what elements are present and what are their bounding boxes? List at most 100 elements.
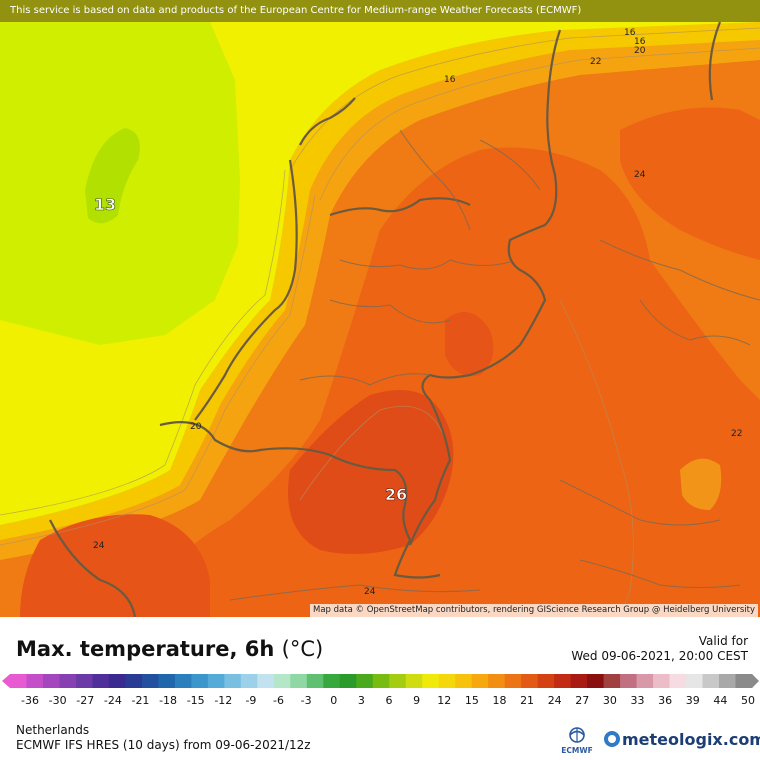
legend-panel: Max. temperature, 6h (°C) Valid for Wed …	[0, 617, 760, 760]
isotherms	[0, 27, 760, 617]
scale-swatch	[471, 674, 489, 688]
color-scale: -36 -30 -27 -24 -21 -18 -15 -12 -9 -6 -3 0 3 6 9 12 15 18…	[2, 674, 759, 707]
scale-tick-label: -21	[131, 694, 149, 707]
meteologix-logo-icon	[604, 731, 620, 747]
scale-tick-label: -3	[301, 694, 312, 707]
hot-core	[288, 390, 454, 554]
temperature-map[interactable]: 13 26 16 16 16 20 20 22 22 24 24 24 This…	[0, 0, 760, 617]
scale-swatch	[455, 674, 473, 688]
scale-swatch	[521, 674, 539, 688]
scale-swatch	[59, 674, 77, 688]
scale-swatch	[108, 674, 126, 688]
map-canvas: 13 26 16 16 16 20 20 22 22 24 24 24	[0, 0, 760, 617]
scale-swatch	[191, 674, 209, 688]
valid-time: Wed 09-06-2021, 20:00 CEST	[571, 649, 748, 663]
scale-tick-label: -15	[187, 694, 205, 707]
scale-swatch	[174, 674, 192, 688]
isotherm-labels: 16 16 16 20 20 22 22 24 24 24	[93, 28, 742, 597]
scale-tick-label: 0	[330, 694, 337, 707]
scale-swatch	[686, 674, 704, 688]
isotherm-label: 22	[731, 429, 742, 439]
scale-swatch	[620, 674, 638, 688]
scale-tick-label: 33	[631, 694, 645, 707]
isotherm-label: 16	[634, 37, 646, 47]
scale-tick-label: -12	[214, 694, 232, 707]
title-text: Max. temperature, 6h	[16, 637, 275, 661]
scale-tick-label: 30	[603, 694, 617, 707]
scale-swatch	[141, 674, 159, 688]
scale-swatch	[356, 674, 374, 688]
scale-swatch	[653, 674, 671, 688]
scale-arrow-left	[2, 674, 10, 688]
isotherm-label: 16	[624, 28, 636, 38]
map-label-min: 13	[94, 195, 116, 214]
chart-title: Max. temperature, 6h (°C)	[16, 637, 323, 661]
scale-tick-label: 18	[492, 694, 506, 707]
scale-tick-label: 24	[548, 694, 562, 707]
scale-swatch	[26, 674, 44, 688]
scale-swatch	[422, 674, 440, 688]
scale-swatch	[125, 674, 143, 688]
scale-arrow-right	[752, 674, 759, 688]
isotherm-label: 24	[364, 587, 376, 597]
map-attribution[interactable]: Map data © OpenStreetMap contributors, r…	[310, 604, 758, 617]
scale-tick-label: -36	[21, 694, 39, 707]
hot-core-east	[445, 312, 494, 376]
scale-swatch	[570, 674, 588, 688]
cool-core	[85, 128, 140, 224]
model-run-info: ECMWF IFS HRES (10 days) from 09-06-2021…	[16, 738, 311, 752]
scale-swatch	[306, 674, 324, 688]
isotherm-label: 20	[190, 422, 202, 432]
scale-tick-label: 6	[386, 694, 393, 707]
scale-tick-label: -27	[76, 694, 94, 707]
scale-swatch	[603, 674, 621, 688]
ecmwf-logo-icon: ECMWF	[561, 727, 593, 755]
scale-swatch	[323, 674, 341, 688]
scale-swatch	[92, 674, 110, 688]
scale-swatch	[372, 674, 390, 688]
scale-tick-label: 39	[686, 694, 700, 707]
title-unit: (°C)	[281, 637, 324, 661]
scale-swatch	[273, 674, 291, 688]
scale-tick-label: -6	[273, 694, 284, 707]
scale-tick-label: 27	[575, 694, 589, 707]
scale-tick-label: 3	[358, 694, 365, 707]
scale-swatch	[719, 674, 737, 688]
meteologix-logo[interactable]: meteologix.com	[604, 730, 760, 749]
scale-swatch	[504, 674, 522, 688]
scale-swatch	[405, 674, 423, 688]
isotherm-label: 20	[634, 46, 646, 56]
scale-swatch	[636, 674, 654, 688]
scale-swatch	[158, 674, 176, 688]
scale-swatch	[339, 674, 357, 688]
scale-swatch	[240, 674, 258, 688]
scale-swatch	[537, 674, 555, 688]
isotherm-label: 24	[93, 541, 105, 551]
scale-swatch	[75, 674, 93, 688]
valid-for-label: Valid for	[698, 634, 748, 648]
scale-tick-label: 36	[658, 694, 672, 707]
hot-spot-ne	[620, 107, 760, 260]
ecmwf-logo-text: ECMWF	[561, 746, 593, 755]
scale-swatch	[207, 674, 225, 688]
scale-swatch	[42, 674, 60, 688]
map-label-max: 26	[385, 485, 407, 504]
brand-text: meteologix.com	[622, 730, 760, 749]
scale-swatch	[438, 674, 456, 688]
scale-tick-label: 50	[741, 694, 755, 707]
region-name: Netherlands	[16, 723, 90, 737]
scale-swatch	[488, 674, 506, 688]
cooler-spot-se	[680, 458, 722, 510]
scale-swatch	[224, 674, 242, 688]
scale-swatch	[389, 674, 407, 688]
scale-swatch	[10, 674, 27, 688]
scale-swatch	[290, 674, 308, 688]
scale-tick-label: 44	[713, 694, 727, 707]
isotherm-label: 16	[444, 75, 456, 85]
borders	[49, 21, 722, 617]
isotherm-label: 22	[590, 57, 601, 67]
scale-swatch	[587, 674, 605, 688]
scale-swatch	[554, 674, 572, 688]
scale-tick-label: -9	[245, 694, 256, 707]
scale-swatch	[735, 674, 753, 688]
